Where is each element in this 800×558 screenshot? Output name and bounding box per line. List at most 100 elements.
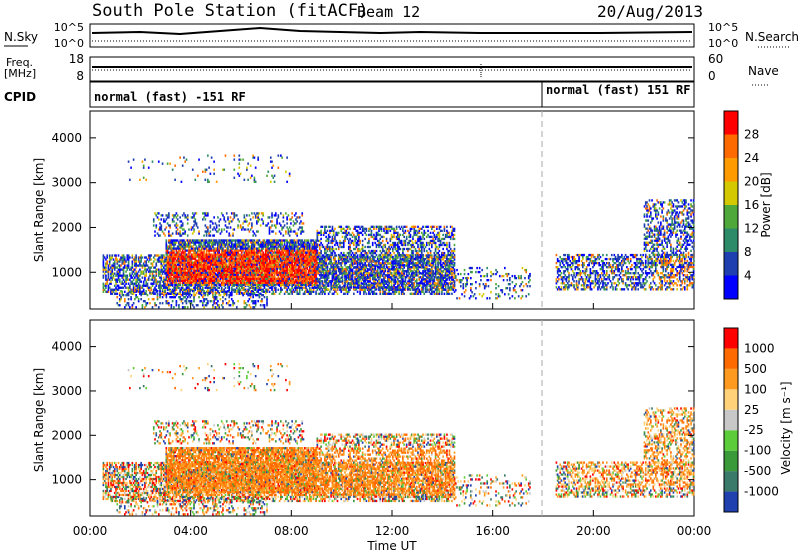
power-cell	[139, 275, 141, 277]
power-cell	[188, 260, 190, 262]
power-cell	[218, 272, 220, 274]
power-cell	[155, 270, 157, 272]
power-cell	[221, 257, 223, 259]
power-cell	[423, 293, 425, 295]
power-cell	[124, 264, 126, 266]
power-cell	[103, 264, 105, 266]
power-cell	[155, 272, 157, 274]
power-cell	[254, 249, 256, 251]
power-cell	[217, 276, 219, 278]
power-cell	[192, 284, 194, 286]
power-cell	[157, 283, 159, 285]
power-cell	[220, 262, 222, 264]
power-cell	[203, 251, 205, 253]
power-cell	[132, 260, 134, 262]
power-cell	[232, 255, 234, 257]
power-cell	[402, 291, 404, 293]
power-cell	[299, 289, 301, 291]
power-cell	[139, 289, 141, 291]
power-cell	[203, 264, 205, 266]
power-cell	[329, 291, 331, 293]
power-cell	[313, 291, 315, 293]
power-cell	[347, 293, 349, 295]
power-cell	[254, 270, 256, 272]
power-cell	[366, 293, 368, 295]
power-cell	[153, 260, 155, 262]
power-cell	[178, 264, 180, 266]
power-cell	[259, 257, 261, 259]
rti-figure: South Pole Station (fitACF) Beam 12 20/A…	[0, 0, 800, 554]
power-cell	[118, 289, 120, 291]
power-cell	[173, 260, 175, 262]
power-cell	[208, 268, 210, 270]
power-cell	[348, 291, 350, 293]
power-cell	[109, 260, 111, 262]
power-cell	[181, 253, 183, 255]
power-cell	[250, 257, 252, 259]
power-cell	[275, 291, 277, 293]
power-cell	[436, 291, 438, 293]
power-cell	[250, 262, 252, 264]
power-cell	[309, 287, 311, 289]
power-cell	[113, 291, 115, 293]
power-cell	[189, 251, 191, 253]
power-cell	[274, 249, 276, 251]
power-cell	[304, 293, 306, 295]
power-cell	[335, 291, 337, 293]
power-cell	[108, 272, 110, 274]
power-cell	[124, 262, 126, 264]
power-cell	[247, 241, 249, 243]
power-cell	[173, 249, 175, 251]
power-cell	[220, 280, 222, 282]
power-cell	[240, 253, 242, 255]
freq-right-tick-top: 60	[708, 52, 723, 66]
power-cell	[275, 287, 277, 289]
power-cell	[115, 254, 117, 256]
power-cell	[231, 287, 233, 289]
power-cell	[182, 272, 184, 274]
power-cell	[226, 272, 228, 274]
power-cell	[183, 278, 185, 280]
power-cell	[451, 293, 453, 295]
power-cell	[405, 279, 407, 281]
power-cell	[279, 293, 281, 295]
power-cell	[319, 293, 321, 295]
noise-left-tick-bottom: 10^0	[54, 37, 84, 50]
power-cell	[103, 254, 105, 256]
power-cell	[266, 276, 268, 278]
power-cell	[123, 270, 125, 272]
power-cell	[109, 279, 111, 281]
power-cell	[256, 280, 258, 282]
power-cell	[182, 260, 184, 262]
power-cell	[126, 275, 128, 277]
power-cell	[226, 264, 228, 266]
power-cell	[226, 278, 228, 280]
power-cell	[418, 289, 420, 291]
power-cell	[236, 247, 238, 249]
power-cell	[245, 272, 247, 274]
power-cell	[266, 262, 268, 264]
power-cell	[152, 272, 154, 274]
power-cell	[261, 249, 263, 251]
power-cell	[135, 260, 137, 262]
power-cell	[284, 241, 286, 243]
power-cell	[225, 245, 227, 247]
power-cell	[171, 245, 173, 247]
power-cell	[225, 262, 227, 264]
power-cell	[301, 289, 303, 291]
power-cell	[255, 262, 257, 264]
power-cell	[212, 245, 214, 247]
power-cell	[353, 293, 355, 295]
power-cell	[178, 287, 180, 289]
power-cell	[252, 280, 254, 282]
power-cell	[255, 257, 257, 259]
power-cell	[225, 287, 227, 289]
power-cell	[252, 255, 254, 257]
power-cell	[284, 293, 286, 295]
power-cell	[240, 262, 242, 264]
power-cell	[403, 293, 405, 295]
power-cell	[275, 262, 277, 264]
power-cell	[104, 289, 106, 291]
power-cell	[236, 293, 238, 295]
power-cell	[155, 285, 157, 287]
